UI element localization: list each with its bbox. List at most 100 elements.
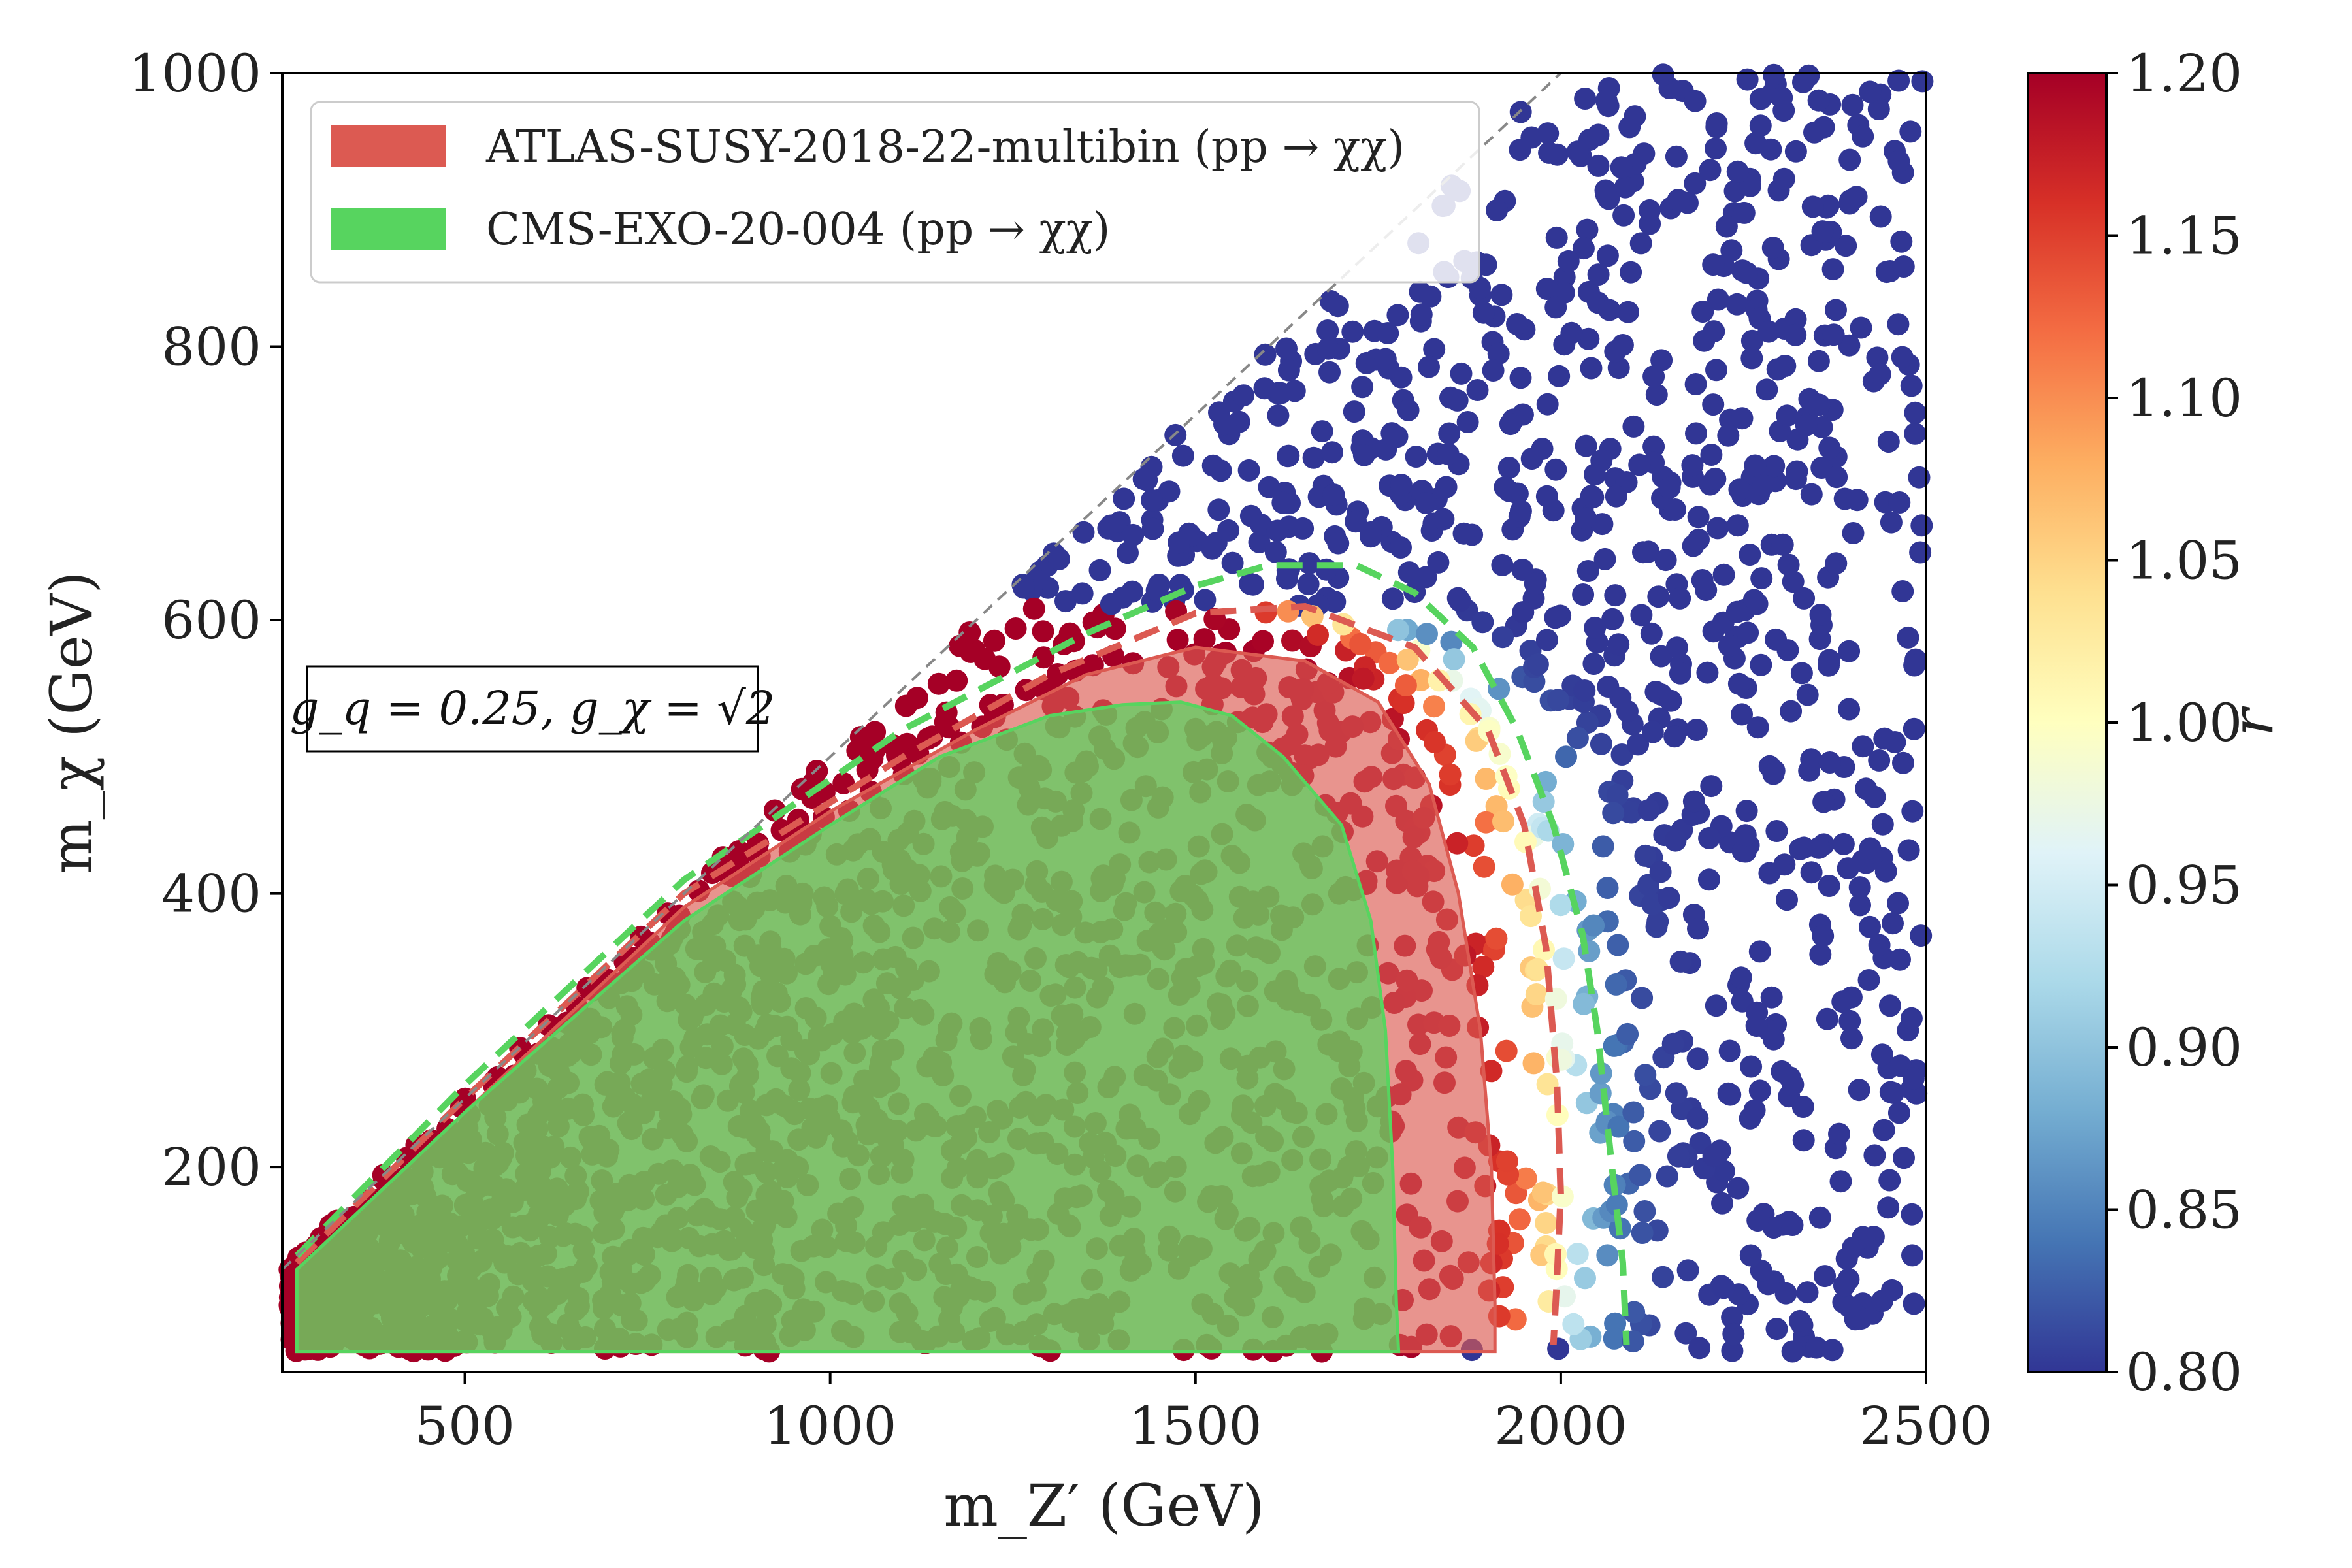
scan-point xyxy=(1842,522,1865,544)
scan-point xyxy=(1252,630,1274,653)
scan-point xyxy=(1318,361,1341,384)
scan-point xyxy=(1627,733,1650,756)
scan-point xyxy=(1737,621,1759,644)
scan-point xyxy=(1848,1079,1870,1102)
scan-point xyxy=(1475,768,1497,790)
scan-point xyxy=(1166,629,1189,651)
scan-point xyxy=(1850,316,1872,339)
scan-point xyxy=(1676,1259,1699,1282)
scan-point xyxy=(1722,1322,1745,1345)
scan-point xyxy=(1699,159,1722,182)
scan-point xyxy=(1580,357,1603,380)
scan-point xyxy=(1735,800,1758,823)
scan-point xyxy=(1652,63,1674,86)
scan-point xyxy=(1759,138,1782,161)
scan-point xyxy=(1859,80,1882,103)
scan-point xyxy=(1478,719,1501,742)
scan-point xyxy=(1535,1212,1558,1234)
scan-point xyxy=(1661,1032,1684,1055)
scan-point xyxy=(1735,261,1758,284)
scan-point xyxy=(1614,176,1637,199)
scan-point xyxy=(1697,868,1720,891)
scan-point xyxy=(1032,646,1055,669)
scan-point xyxy=(1904,422,1927,445)
x-tick-label: 500 xyxy=(415,1396,515,1456)
scan-point xyxy=(1903,654,1926,677)
scan-point xyxy=(1682,534,1705,557)
scan-point xyxy=(1634,1064,1657,1086)
scan-point xyxy=(1587,154,1610,177)
scan-point xyxy=(1790,662,1813,685)
colorbar-title: r xyxy=(2219,706,2286,736)
plot-frame xyxy=(281,72,1927,1373)
scan-point xyxy=(1767,358,1789,381)
y-axis: 200 400 600 800 1000 xyxy=(128,43,282,1198)
scan-point xyxy=(1194,589,1217,612)
scan-point xyxy=(1740,347,1763,370)
scan-point xyxy=(1792,1129,1815,1152)
scan-point xyxy=(1012,576,1035,599)
scan-point xyxy=(1784,323,1807,346)
scan-point xyxy=(1696,661,1719,684)
scan-point xyxy=(1472,301,1495,324)
scan-point xyxy=(1582,653,1605,675)
scan-point xyxy=(1514,1167,1537,1190)
colorbar-tick-label: 1.00 xyxy=(2126,693,2242,753)
scan-point xyxy=(1887,313,1910,336)
scan-point xyxy=(1004,617,1027,640)
scan-point xyxy=(1812,924,1835,947)
scan-point xyxy=(1833,1274,1855,1297)
scan-point xyxy=(1718,1039,1741,1062)
scan-point xyxy=(1629,232,1652,255)
scan-point xyxy=(1658,476,1681,499)
scan-point xyxy=(1763,455,1786,478)
scan-point xyxy=(1620,801,1642,824)
scan-point xyxy=(1573,679,1596,702)
scan-point xyxy=(1381,587,1404,610)
scan-point xyxy=(1846,489,1869,512)
coupling-annotation: g_q = 0.25, g_χ = √2 xyxy=(290,681,776,735)
scan-point xyxy=(1911,70,1934,93)
scan-point xyxy=(1526,958,1549,981)
scan-point xyxy=(1623,1301,1646,1324)
scan-point xyxy=(1640,622,1663,645)
scan-point xyxy=(1664,829,1687,852)
scan-point xyxy=(1645,384,1668,406)
scan-point xyxy=(1642,435,1665,458)
scan-point xyxy=(1808,1206,1831,1229)
scan-point xyxy=(927,672,950,695)
scan-point xyxy=(1821,258,1844,281)
scan-point xyxy=(1315,558,1337,581)
scan-point xyxy=(1691,569,1714,591)
scan-point xyxy=(1427,551,1450,574)
scan-point xyxy=(1731,407,1754,430)
scan-point xyxy=(1485,927,1508,950)
scan-point xyxy=(1207,498,1230,521)
scan-point xyxy=(1575,507,1597,530)
scan-point xyxy=(1603,1327,1625,1350)
scan-point xyxy=(1592,835,1614,858)
scan-point xyxy=(906,687,928,710)
scan-point xyxy=(1145,579,1168,602)
scan-point xyxy=(1852,125,1874,148)
scan-point xyxy=(1721,1306,1744,1329)
scan-point xyxy=(1525,983,1548,1005)
scan-point xyxy=(1490,284,1513,306)
scan-point xyxy=(1158,480,1181,503)
scan-point xyxy=(1828,1122,1850,1145)
scan-point xyxy=(1900,374,1923,397)
scan-point xyxy=(1743,1099,1766,1122)
scan-point xyxy=(1900,1007,1923,1030)
scan-point xyxy=(958,621,981,644)
scan-point xyxy=(1414,492,1437,514)
scan-point xyxy=(1891,346,1914,368)
scan-point xyxy=(1733,201,1756,224)
scan-point xyxy=(1267,404,1290,427)
scan-point xyxy=(1874,860,1897,883)
scan-point xyxy=(1589,1082,1612,1105)
scan-point xyxy=(1829,1170,1852,1193)
scan-point xyxy=(1221,551,1244,574)
scan-point xyxy=(1277,359,1300,382)
scan-point xyxy=(1739,1244,1762,1267)
